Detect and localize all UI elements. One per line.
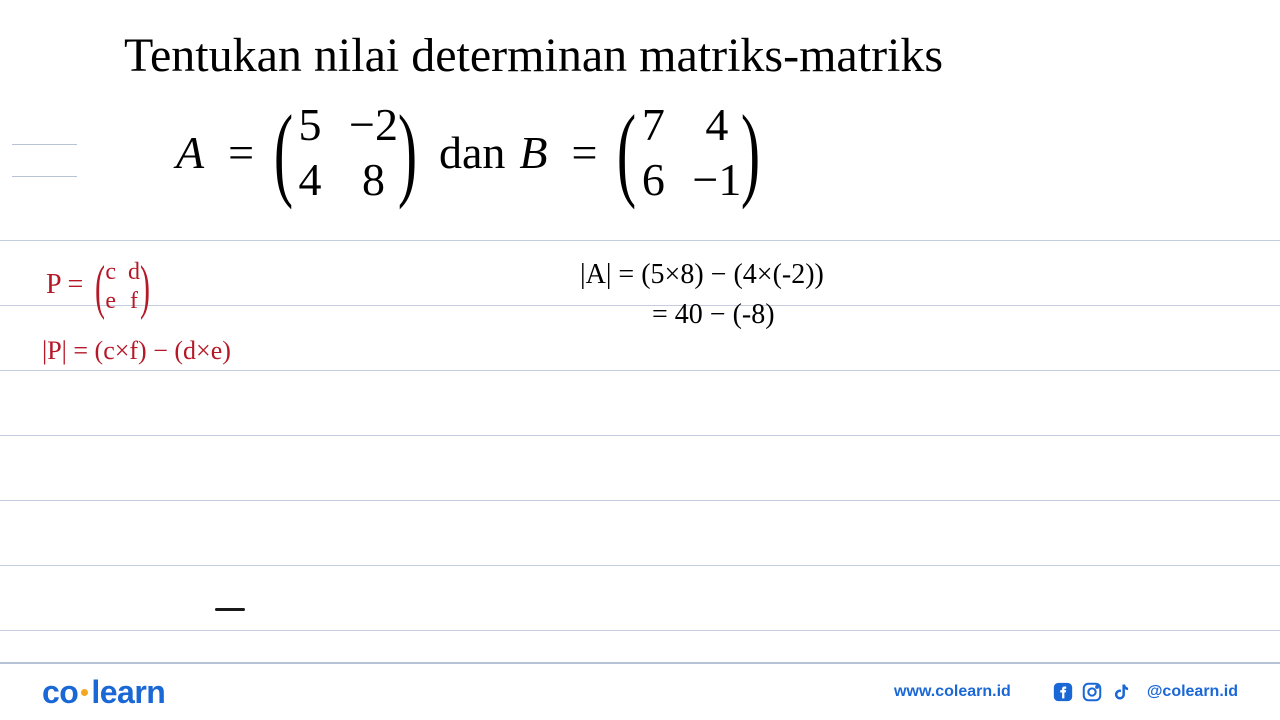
p-matrix: ( c d e f ) xyxy=(90,258,155,316)
handwritten-p-definition: P = ( c d e f ) xyxy=(46,258,155,316)
matrix-a-cell: −2 xyxy=(349,100,398,151)
matrix-b-cell: 7 xyxy=(636,100,670,151)
logo-co: co xyxy=(42,674,78,710)
logo-dot-icon xyxy=(81,689,88,696)
handwritten-det-p: |P| = (c×f) − (d×e) xyxy=(42,335,231,366)
footer: colearn www.colearn.id @colearn.id xyxy=(0,662,1280,720)
matrix-b-name: B xyxy=(519,126,547,179)
logo-learn: learn xyxy=(91,674,165,710)
dash-mark xyxy=(215,608,245,611)
equals-sign: = xyxy=(228,126,254,179)
matrix-equation: A = ( 5 −2 4 8 ) dan B = ( 7 4 6 −1 ) xyxy=(176,100,768,205)
p-matrix-cell: d xyxy=(128,258,140,287)
p-label: P = xyxy=(46,269,83,300)
matrix-b-cell: −1 xyxy=(692,155,741,206)
instagram-icon[interactable] xyxy=(1080,680,1104,704)
handwritten-det-a-line2: = 40 − (-8) xyxy=(652,298,775,332)
p-matrix-cell: f xyxy=(128,287,140,316)
p-matrix-cell: c xyxy=(105,258,116,287)
page-title: Tentukan nilai determinan matriks-matrik… xyxy=(124,28,943,83)
footer-right: www.colearn.id @colearn.id xyxy=(894,680,1238,704)
equals-sign: = xyxy=(571,126,597,179)
matrix-a-cell: 8 xyxy=(349,155,398,206)
matrix-a-cell: 5 xyxy=(293,100,327,151)
matrix-b: ( 7 4 6 −1 ) xyxy=(609,100,768,205)
matrix-a-cell: 4 xyxy=(293,155,327,206)
facebook-icon[interactable] xyxy=(1051,680,1075,704)
p-matrix-cell: e xyxy=(105,287,116,316)
website-link[interactable]: www.colearn.id xyxy=(894,683,1011,701)
logo: colearn xyxy=(42,674,165,711)
matrix-b-cell: 6 xyxy=(636,155,670,206)
matrix-a-name: A xyxy=(176,126,204,179)
handwritten-det-a-line1: |A| = (5×8) − (4×(-2)) xyxy=(580,258,824,292)
tiktok-icon[interactable] xyxy=(1109,680,1133,704)
connector-text: dan xyxy=(439,126,505,179)
social-icons xyxy=(1051,680,1133,704)
social-handle[interactable]: @colearn.id xyxy=(1147,683,1238,701)
matrix-b-cell: 4 xyxy=(692,100,741,151)
matrix-a: ( 5 −2 4 8 ) xyxy=(266,100,425,205)
